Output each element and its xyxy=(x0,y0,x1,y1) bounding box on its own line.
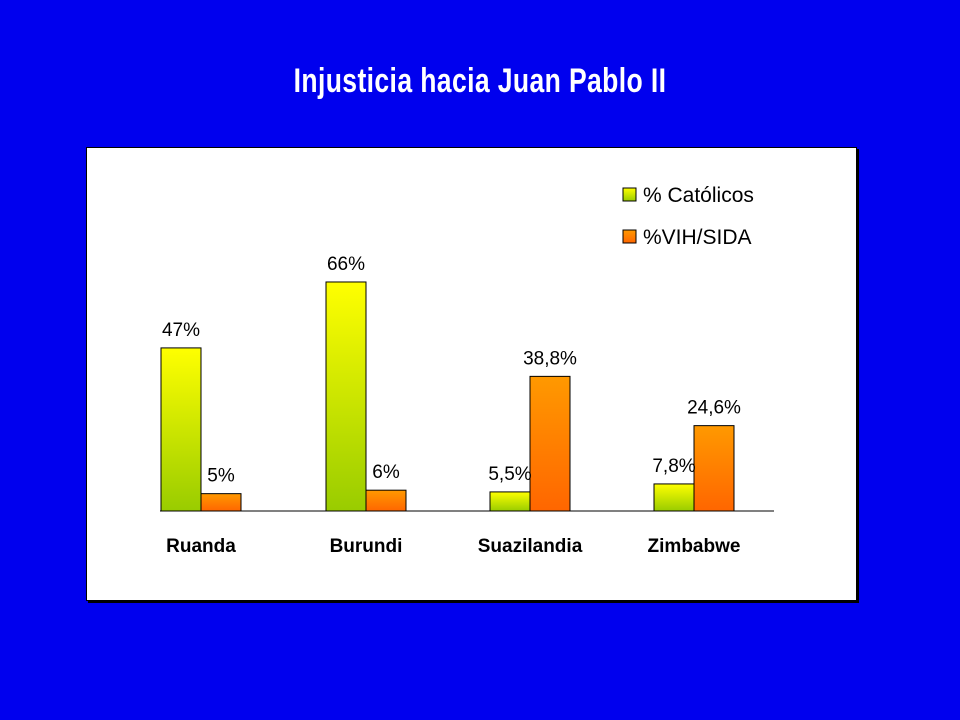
bar-ruanda-series-1 xyxy=(160,347,202,512)
data-label-ruanda-series-1: 47% xyxy=(162,320,200,341)
data-label-zimbabwe-series-2: 24,6% xyxy=(687,398,741,419)
legend-label-series-1: % Católicos xyxy=(643,184,754,207)
bar-ruanda-series-2 xyxy=(200,493,242,512)
bar-chart: 47% 5% 66% 6% 5,5% 38,8% 7,8% 24,6% Ruanda Burun… xyxy=(160,184,774,557)
bar-suazilandia-series-2 xyxy=(529,375,571,512)
data-label-burundi-series-2: 6% xyxy=(372,462,400,483)
bar-suazilandia-series-1 xyxy=(489,491,531,512)
data-label-ruanda-series-2: 5% xyxy=(207,466,235,487)
bar-burundi-series-1 xyxy=(325,281,367,512)
x-tick-label-burundi: Burundi xyxy=(330,536,403,557)
data-label-zimbabwe-series-1: 7,8% xyxy=(652,456,695,477)
x-tick-label-suazilandia: Suazilandia xyxy=(478,536,583,557)
x-tick-label-zimbabwe: Zimbabwe xyxy=(648,536,741,557)
data-label-suazilandia-series-1: 5,5% xyxy=(488,464,531,485)
slide-title: Injusticia hacia Juan Pablo II xyxy=(293,62,667,100)
legend-swatch-series-1 xyxy=(622,187,637,202)
legend-swatch-series-2 xyxy=(622,229,637,244)
x-tick-label-ruanda: Ruanda xyxy=(166,536,236,557)
bar-zimbabwe-series-2 xyxy=(693,425,735,512)
bar-burundi-series-2 xyxy=(365,489,407,512)
bar-zimbabwe-series-1 xyxy=(653,483,695,512)
data-label-suazilandia-series-2: 38,8% xyxy=(523,348,577,369)
data-label-burundi-series-1: 66% xyxy=(327,254,365,275)
legend-label-series-2: %VIH/SIDA xyxy=(643,226,752,249)
chart-panel: 47% 5% 66% 6% 5,5% 38,8% 7,8% 24,6% Ruanda Burun… xyxy=(86,147,857,601)
